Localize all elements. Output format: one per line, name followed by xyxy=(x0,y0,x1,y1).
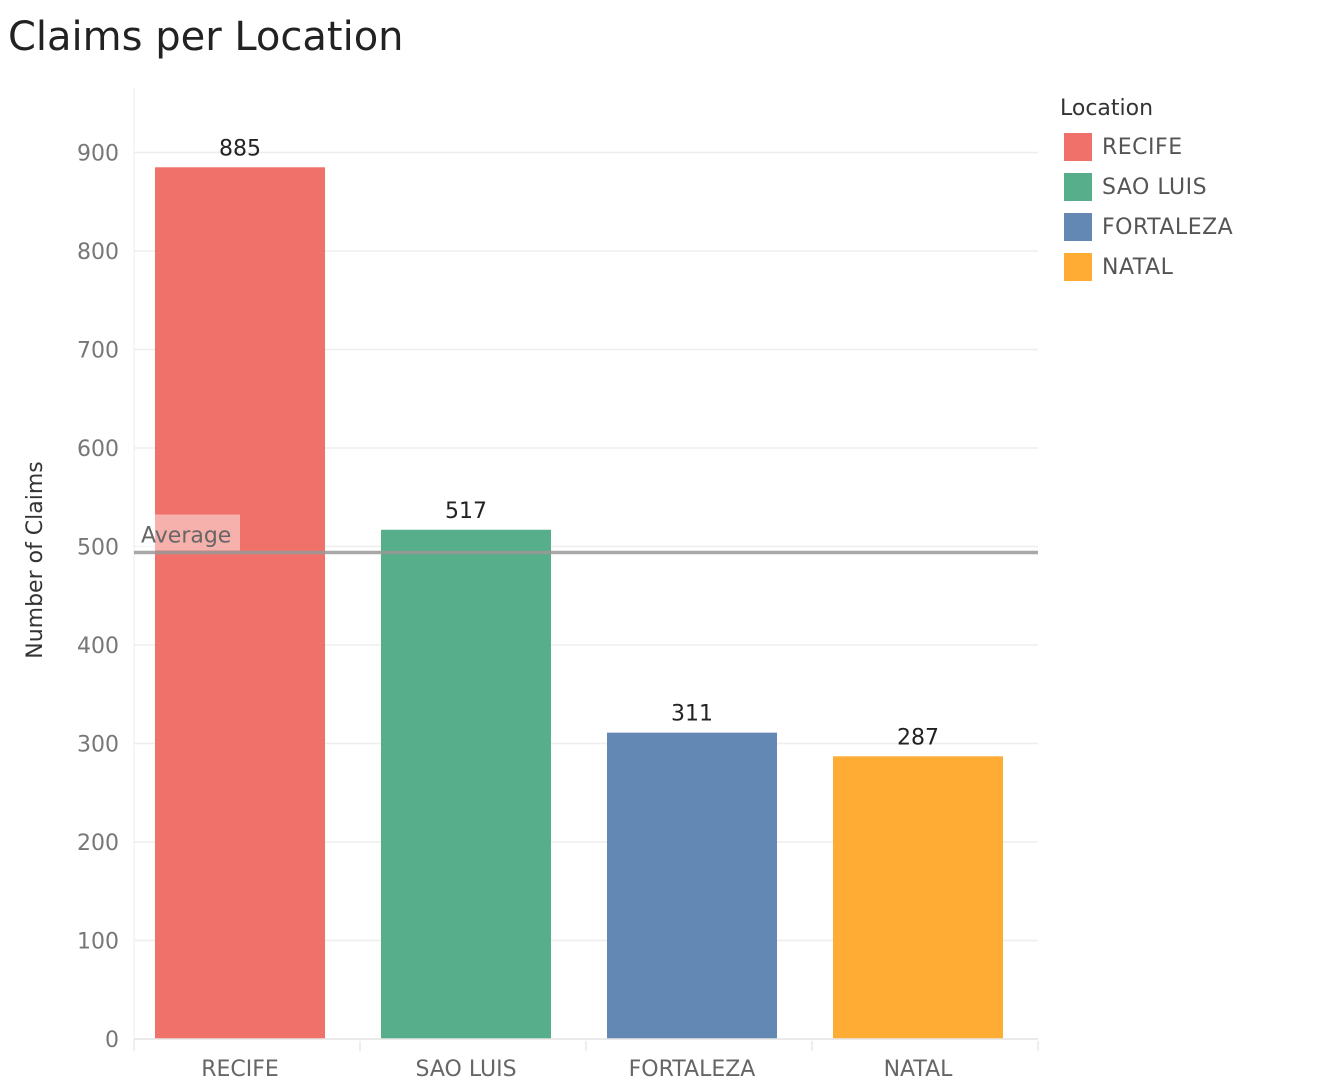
average-label-box xyxy=(137,514,240,551)
y-tick-label: 800 xyxy=(77,240,119,265)
x-tick-label: FORTALEZA xyxy=(629,1057,756,1082)
y-tick-label: 0 xyxy=(105,1028,119,1053)
average-label: Average xyxy=(141,524,231,549)
data-labels: 885 517 311 287 xyxy=(219,136,939,750)
bar-sao-luis xyxy=(381,529,551,1039)
y-tick-label: 500 xyxy=(77,536,119,561)
legend: Location RECIFE SAO LUIS FORTALEZA NATAL xyxy=(1060,96,1233,287)
bar-recife xyxy=(155,167,325,1039)
y-tick-label: 300 xyxy=(77,733,119,758)
data-label: 311 xyxy=(671,702,713,727)
legend-swatch xyxy=(1064,133,1092,161)
legend-label: RECIFE xyxy=(1102,134,1183,160)
legend-item: SAO LUIS xyxy=(1060,167,1233,207)
y-tick-label: 700 xyxy=(77,339,119,364)
bar-fortaleza xyxy=(607,732,777,1039)
bar-natal xyxy=(833,756,1003,1039)
x-axis-ticks: RECIFE SAO LUIS FORTALEZA NATAL xyxy=(133,1038,1039,1082)
legend-items: RECIFE SAO LUIS FORTALEZA NATAL xyxy=(1060,127,1233,287)
y-tick-label: 400 xyxy=(77,634,119,659)
legend-label: FORTALEZA xyxy=(1102,214,1234,240)
bars xyxy=(155,167,1003,1039)
legend-label: NATAL xyxy=(1102,254,1174,280)
legend-item: NATAL xyxy=(1060,247,1233,287)
legend-item: FORTALEZA xyxy=(1060,207,1233,247)
y-axis-title: Number of Claims xyxy=(23,461,48,659)
chart-title: Claims per Location xyxy=(8,14,404,60)
y-tick-label: 200 xyxy=(77,831,119,856)
legend-item: RECIFE xyxy=(1060,127,1233,167)
y-tick-label: 100 xyxy=(77,930,119,955)
y-axis-ticks: 0 100 200 300 400 500 600 700 800 900 xyxy=(77,142,119,1054)
legend-swatch xyxy=(1064,213,1092,241)
legend-title: Location xyxy=(1060,96,1154,121)
y-tick-label: 600 xyxy=(77,437,119,462)
average-reference: Average xyxy=(134,514,1038,555)
data-label: 885 xyxy=(219,136,261,161)
data-label: 287 xyxy=(897,725,939,750)
legend-swatch xyxy=(1064,173,1092,201)
x-tick-label: RECIFE xyxy=(201,1057,279,1082)
data-label: 517 xyxy=(445,499,487,524)
legend-swatch xyxy=(1064,253,1092,281)
legend-label: SAO LUIS xyxy=(1102,174,1208,200)
x-tick-label: SAO LUIS xyxy=(415,1057,516,1082)
x-tick-label: NATAL xyxy=(884,1057,954,1082)
y-tick-label: 900 xyxy=(77,142,119,167)
